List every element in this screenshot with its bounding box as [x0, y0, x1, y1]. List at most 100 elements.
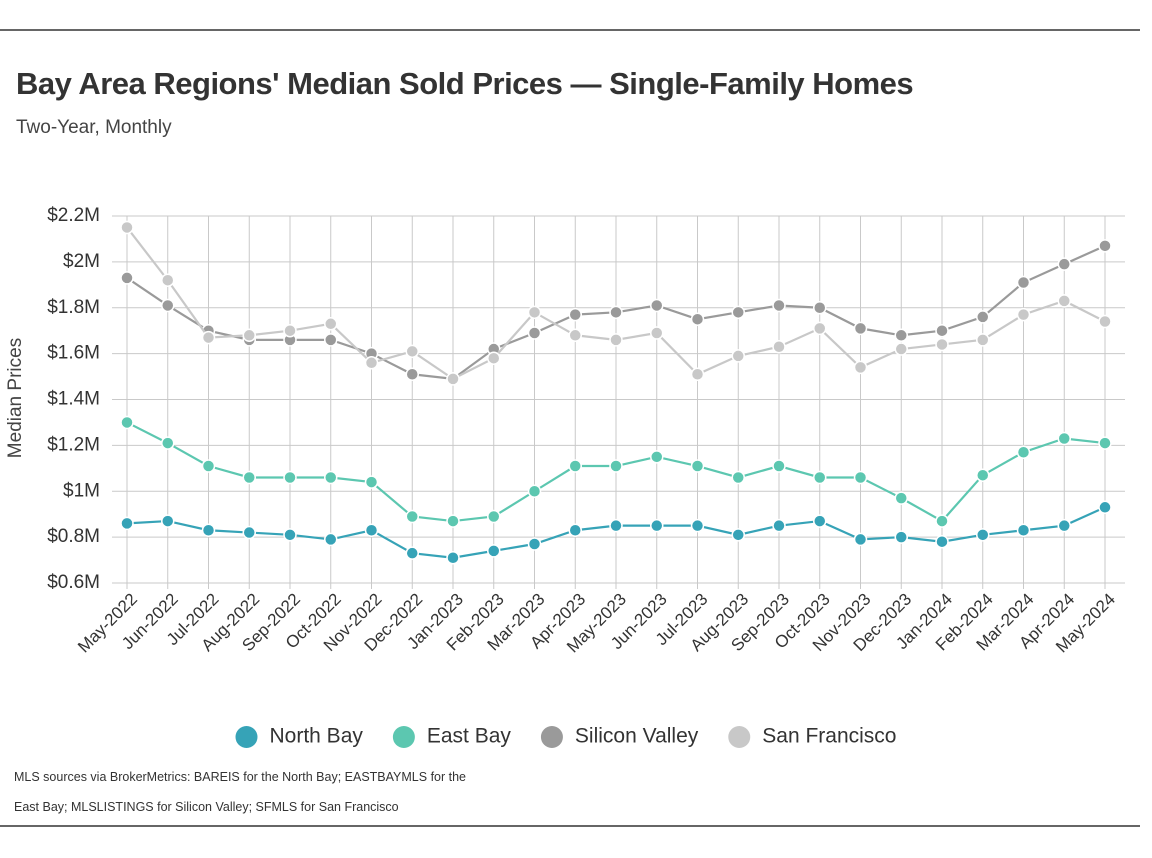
data-point [120, 271, 134, 285]
data-point [894, 491, 908, 505]
data-point [976, 333, 990, 347]
data-point [568, 328, 582, 343]
data-point [772, 339, 786, 354]
data-point [161, 436, 175, 450]
data-point [527, 484, 542, 498]
data-point [813, 470, 827, 485]
data-point [731, 470, 745, 485]
data-point [161, 514, 175, 528]
data-point [405, 509, 419, 524]
data-point [201, 330, 216, 345]
data-point [976, 310, 990, 324]
data-point [1057, 257, 1071, 271]
y-tick-label: $0.6M [47, 572, 100, 593]
data-point [364, 356, 379, 370]
data-point [161, 298, 175, 313]
data-point [527, 326, 542, 340]
data-point [568, 523, 582, 537]
data-point [894, 342, 908, 356]
data-point [324, 333, 338, 347]
data-point [650, 326, 664, 340]
data-point [405, 367, 419, 382]
data-point [731, 305, 745, 320]
data-point [609, 305, 623, 320]
data-point [813, 321, 827, 336]
data-point [853, 321, 868, 336]
data-point [446, 551, 460, 565]
data-point [609, 459, 623, 473]
data-point [813, 514, 827, 528]
legend-label: East Bay [427, 725, 512, 748]
y-tick-label: $1.8M [47, 297, 100, 318]
y-axis-title: Median Prices [5, 338, 26, 458]
data-point [324, 532, 338, 547]
data-point [405, 546, 419, 560]
data-point [120, 516, 134, 531]
data-point [242, 525, 256, 540]
data-point [527, 537, 542, 551]
data-point [324, 317, 338, 331]
data-point [283, 528, 297, 542]
data-point [568, 459, 582, 473]
data-point [853, 470, 868, 485]
data-point [1098, 314, 1112, 329]
data-point [1016, 523, 1031, 537]
chart-title: Bay Area Regions' Median Sold Prices — S… [16, 66, 913, 101]
data-point [1057, 431, 1071, 446]
data-point [853, 360, 868, 375]
data-point [976, 528, 990, 542]
data-point [161, 273, 175, 287]
data-point [1016, 445, 1031, 460]
data-point [976, 468, 990, 482]
data-point [446, 514, 460, 528]
legend-marker [728, 726, 751, 748]
data-point [690, 367, 705, 382]
data-point [772, 298, 786, 313]
data-point [324, 470, 338, 485]
data-point [242, 470, 256, 485]
chart-subtitle: Two-Year, Monthly [16, 117, 172, 138]
data-point [487, 351, 501, 365]
data-point [1057, 518, 1071, 533]
data-point [568, 307, 582, 322]
data-point [283, 470, 297, 485]
data-point [772, 518, 786, 533]
footnote: MLS sources via BrokerMetrics: BAREIS fo… [14, 770, 467, 814]
data-point [1016, 275, 1031, 290]
y-tick-label: $1.4M [47, 389, 100, 410]
y-tick-label: $1.2M [47, 434, 100, 455]
data-point [772, 459, 786, 473]
data-point [527, 305, 542, 320]
data-point [201, 523, 216, 537]
data-point [1098, 239, 1112, 253]
data-point [853, 532, 868, 547]
data-point [120, 220, 134, 235]
data-point [894, 328, 908, 343]
data-point [405, 344, 419, 359]
legend-marker [392, 726, 415, 748]
data-point [1098, 436, 1112, 450]
data-point [364, 475, 379, 489]
data-point [1016, 307, 1031, 322]
y-tick-label: $1.6M [47, 343, 100, 364]
legend-label: San Francisco [762, 725, 896, 748]
data-point [120, 415, 134, 430]
data-point [487, 544, 501, 558]
data-point [1057, 294, 1071, 308]
data-point [242, 328, 256, 343]
data-point [731, 528, 745, 542]
data-point [690, 312, 705, 326]
data-point [935, 534, 949, 549]
data-point [690, 459, 705, 473]
data-point [690, 518, 705, 533]
legend-marker [540, 726, 563, 748]
data-point [201, 459, 216, 473]
data-point [894, 530, 908, 544]
data-point [650, 518, 664, 533]
data-point [1098, 500, 1112, 515]
data-point [283, 323, 297, 338]
y-tick-label: $2.2M [47, 205, 100, 226]
y-tick-label: $2M [63, 251, 100, 272]
